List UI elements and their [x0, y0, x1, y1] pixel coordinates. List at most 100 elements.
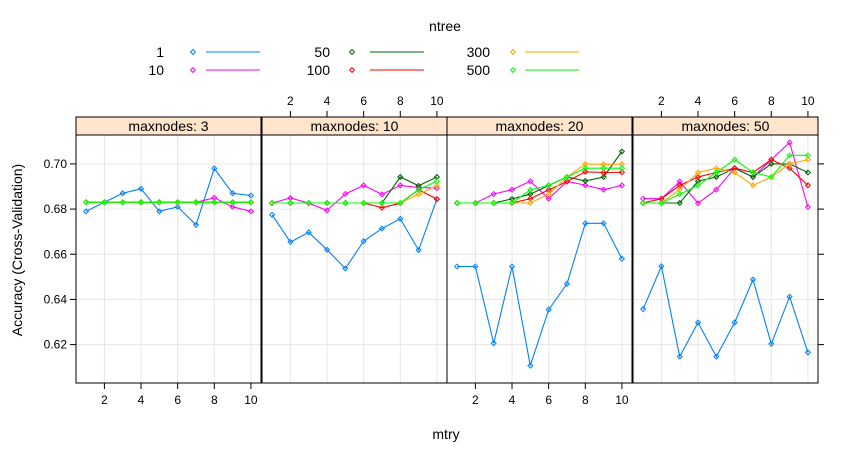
data-point-ntree-500 [658, 199, 665, 207]
legend-marker-ntree-300 [509, 48, 517, 56]
x-tick-label: 6 [360, 94, 367, 108]
data-point-ntree-10 [378, 191, 386, 198]
data-point-ntree-1 [563, 280, 571, 287]
strip-label: maxnodes: 10 [311, 118, 399, 134]
legend-label-ntree-500: 500 [467, 62, 491, 78]
data-point-ntree-500 [582, 165, 589, 172]
data-point-ntree-1 [749, 276, 757, 283]
strip-label: maxnodes: 50 [682, 118, 770, 134]
data-point-ntree-10 [582, 182, 589, 189]
x-tick-label: 8 [768, 94, 775, 108]
data-point-ntree-1 [490, 340, 497, 347]
data-point-ntree-1 [713, 353, 720, 360]
series-line-ntree-500 [272, 180, 438, 204]
data-point-ntree-500 [731, 156, 738, 163]
data-point-ntree-1 [804, 349, 812, 356]
data-point-ntree-500 [268, 199, 276, 207]
data-point-ntree-1 [618, 255, 626, 262]
data-point-ntree-500 [287, 199, 294, 207]
axes: 2 4 6 8 10 2 4 6 8 10 2 4 6 8 10 2 4 6 8 10 0.62 0.64 0.66 0.68… [44, 94, 824, 407]
data-point-ntree-1 [174, 203, 181, 210]
data-point-ntree-10 [676, 178, 683, 185]
data-point-ntree-50 [713, 173, 720, 181]
legend-title: ntree [429, 18, 461, 34]
legend-label-ntree-100: 100 [307, 62, 331, 78]
data-point-ntree-100 [378, 204, 386, 211]
data-point-ntree-300 [415, 191, 422, 198]
data-point-ntree-500 [639, 199, 647, 207]
data-point-ntree-50 [768, 160, 775, 168]
data-point-ntree-300 [731, 169, 738, 176]
x-tick-label: 6 [731, 94, 738, 108]
data-point-ntree-300 [786, 160, 793, 168]
panel-border [75, 116, 262, 384]
data-point-ntree-10 [694, 200, 702, 207]
data-point-ntree-500 [192, 199, 200, 206]
series-line-ntree-1 [642, 264, 809, 359]
panel-border [261, 116, 448, 384]
data-point-ntree-300 [433, 182, 441, 189]
data-point-ntree-10 [600, 186, 607, 193]
data-point-ntree-300 [582, 161, 589, 168]
data-point-ntree-1 [156, 208, 163, 215]
data-point-ntree-1 [694, 319, 702, 326]
data-point-ntree-500 [804, 152, 812, 159]
strip-label: maxnodes: 20 [496, 118, 584, 134]
data-point-ntree-50 [582, 177, 589, 184]
series-line-ntree-10 [457, 180, 623, 204]
legend-marker-ntree-1 [189, 48, 197, 56]
data-point-ntree-500 [676, 191, 683, 198]
data-point-ntree-500 [600, 165, 607, 172]
data-point-ntree-500 [415, 186, 422, 193]
y-axis-label: Accuracy (Cross-Validation) [9, 164, 25, 336]
x-tick-label: 8 [211, 393, 218, 407]
data-point-ntree-500 [472, 199, 479, 207]
data-point-ntree-1 [287, 238, 294, 246]
data-point-ntree-1 [378, 225, 386, 232]
data-point-ntree-1 [600, 220, 607, 227]
data-point-ntree-500 [360, 199, 367, 207]
data-point-ntree-300 [527, 199, 534, 207]
data-point-ntree-50 [600, 173, 607, 181]
series-line-ntree-1 [457, 222, 623, 366]
panel-border [632, 116, 819, 384]
data-point-ntree-1 [768, 340, 775, 348]
series-line-ntree-1 [271, 198, 438, 270]
data-point-ntree-1 [658, 263, 665, 270]
data-point-ntree-500 [247, 199, 255, 206]
x-tick-label: 2 [101, 393, 108, 407]
data-point-ntree-10 [342, 190, 349, 198]
series-line-ntree-50 [643, 163, 809, 204]
data-point-ntree-100 [804, 182, 812, 189]
data-point-ntree-500 [433, 178, 441, 185]
x-tick-label: 6 [545, 393, 552, 407]
x-tick-label: 2 [472, 393, 479, 407]
data-point-ntree-500 [305, 199, 312, 207]
data-point-ntree-1 [639, 306, 647, 313]
data-point-ntree-50 [415, 182, 422, 189]
x-tick-label: 2 [658, 94, 665, 108]
data-point-ntree-500 [508, 199, 516, 207]
data-point-ntree-1 [676, 353, 683, 360]
data-point-ntree-10 [323, 207, 331, 214]
data-point-ntree-100 [768, 156, 775, 163]
data-point-ntree-1 [453, 263, 461, 270]
data-point-ntree-1 [415, 246, 422, 254]
x-tick-label: 8 [582, 393, 589, 407]
data-point-ntree-500 [749, 169, 757, 176]
data-point-ntree-100 [582, 168, 589, 175]
data-point-ntree-300 [600, 161, 607, 168]
data-point-ntree-10 [397, 182, 404, 189]
data-point-ntree-100 [600, 169, 607, 176]
data-point-ntree-50 [804, 169, 812, 176]
data-point-ntree-500 [174, 199, 181, 206]
data-point-ntree-500 [713, 169, 720, 176]
data-point-ntree-1 [360, 238, 367, 245]
legend-label-ntree-300: 300 [467, 44, 491, 60]
data-point-ntree-1 [323, 246, 331, 253]
data-point-ntree-50 [508, 195, 516, 203]
x-tick-label: 10 [244, 393, 258, 407]
data-point-ntree-1 [527, 362, 534, 369]
data-point-ntree-100 [563, 178, 571, 185]
data-point-ntree-500 [119, 199, 126, 206]
